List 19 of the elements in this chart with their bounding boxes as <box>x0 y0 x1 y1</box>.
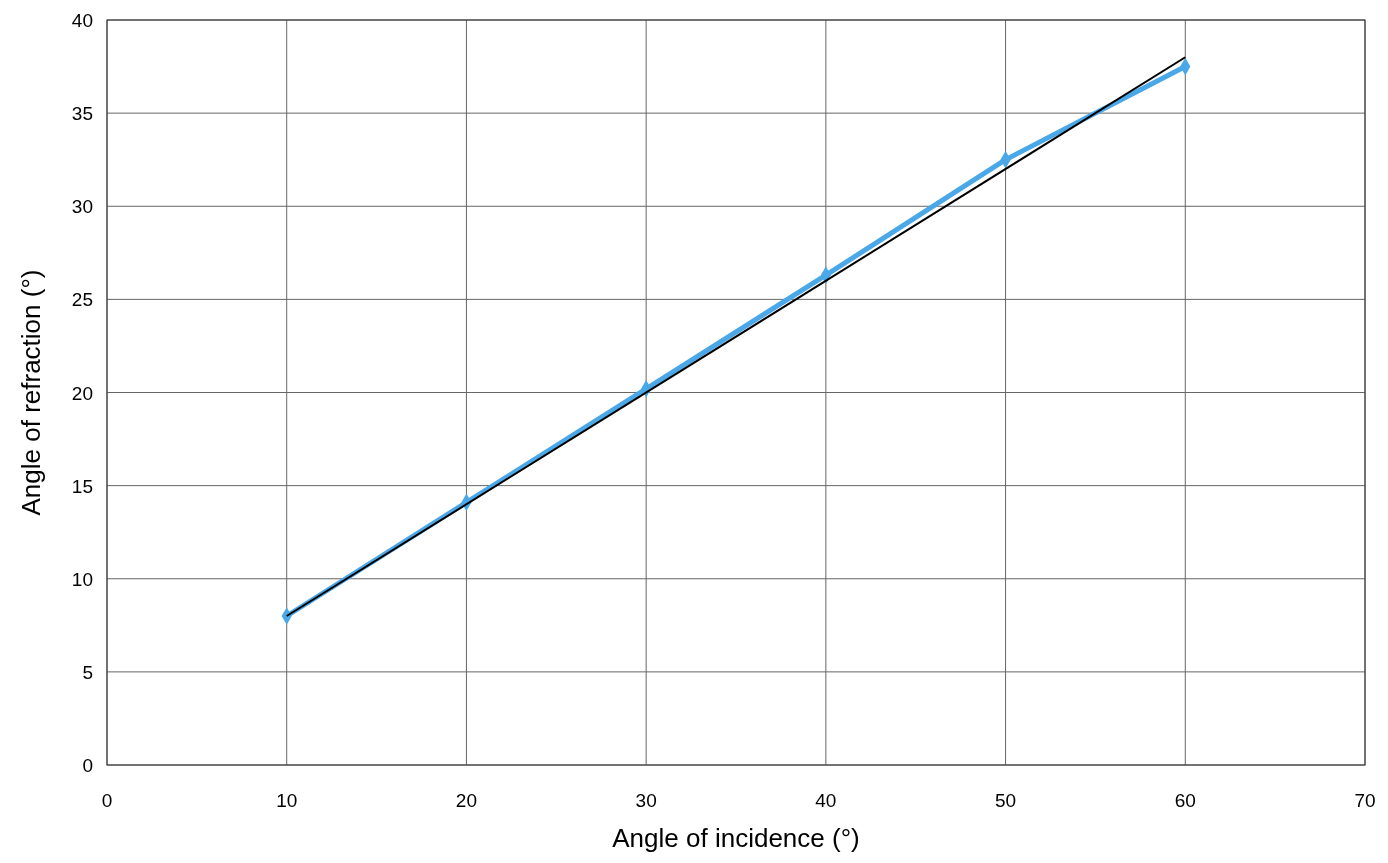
x-tick-label: 30 <box>635 790 657 811</box>
x-tick-label: 70 <box>1354 790 1376 811</box>
y-tick-label: 40 <box>71 10 93 31</box>
x-tick-label: 50 <box>995 790 1017 811</box>
x-tick-label: 0 <box>101 790 113 811</box>
x-tick-label: 20 <box>455 790 477 811</box>
x-tick-label: 60 <box>1174 790 1196 811</box>
y-tick-label: 10 <box>71 568 93 590</box>
y-tick-label: 25 <box>71 289 93 311</box>
x-tick-label: 40 <box>815 790 837 811</box>
y-tick-label: 20 <box>71 382 93 404</box>
y-tick-label: 5 <box>82 661 93 683</box>
y-tick-label: 15 <box>71 475 93 497</box>
y-tick-label: 35 <box>71 103 93 125</box>
y-tick-label: 0 <box>82 755 93 776</box>
x-tick-label: 10 <box>276 790 298 811</box>
y-tick-label: 30 <box>71 196 93 218</box>
x-axis-title: Angle of incidence (°) <box>612 823 860 853</box>
y-axis-title: Angle of refraction (°) <box>16 269 46 516</box>
